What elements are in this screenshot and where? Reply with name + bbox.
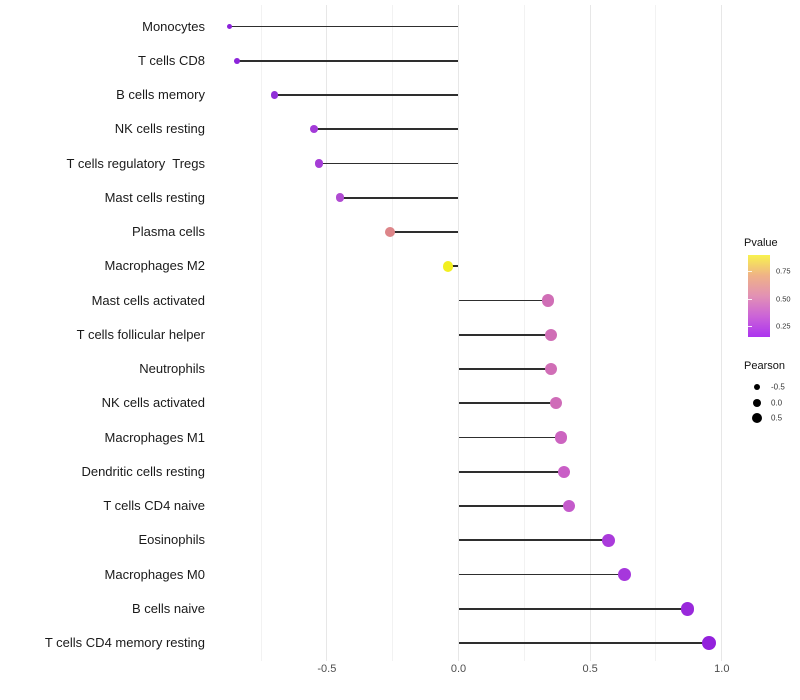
lollipop-dot — [385, 227, 395, 237]
pvalue-tick-mark — [748, 299, 752, 301]
pvalue-tick-mark — [748, 270, 752, 272]
lollipop-segment — [458, 402, 556, 405]
x-tick-label: 1.0 — [714, 663, 730, 675]
gridline-minor — [523, 5, 525, 661]
category-label: Mast cells resting — [104, 189, 205, 205]
pvalue-tick-label: 0.75 — [776, 266, 791, 276]
lollipop-segment — [458, 333, 551, 336]
category-label: Plasma cells — [132, 224, 205, 239]
lollipop-segment — [458, 368, 551, 370]
category-label: Monocytes — [142, 18, 205, 34]
lollipop-segment — [458, 505, 570, 507]
gridline-minor — [655, 5, 657, 661]
lollipop-dot — [544, 362, 557, 376]
pearson-legend-dot — [752, 413, 762, 423]
x-tick-label: 0.0 — [450, 663, 467, 675]
gridline-minor — [260, 5, 262, 661]
category-label: Eosinophils — [138, 532, 206, 548]
pvalue-tick-label: 0.25 — [776, 321, 791, 331]
gridline-major — [458, 5, 459, 661]
lollipop-dot — [701, 636, 716, 650]
category-label: Mast cells activated — [91, 292, 205, 308]
gridline-minor — [392, 5, 394, 661]
category-label: Macrophages M0 — [104, 566, 205, 582]
gridline-major — [589, 5, 591, 661]
lollipop-segment — [458, 573, 625, 576]
category-label: Macrophages M1 — [104, 429, 205, 445]
pvalue-legend-title: Pvalue — [744, 237, 778, 249]
lollipop-segment — [447, 265, 459, 268]
lollipop-dot — [314, 159, 324, 168]
lollipop-dot — [442, 260, 454, 272]
lollipop-segment — [340, 196, 459, 199]
lollipop-dot — [557, 465, 570, 478]
lollipop-segment — [318, 162, 459, 165]
lollipop-dot — [541, 294, 555, 307]
category-label: B cells memory — [116, 87, 205, 102]
x-tick-label: -0.5 — [317, 663, 337, 675]
category-label: Dendritic cells resting — [81, 463, 205, 479]
lollipop-segment — [313, 128, 459, 131]
category-label: Neutrophils — [139, 361, 205, 376]
lollipop-segment — [229, 25, 459, 28]
lollipop-segment — [390, 231, 459, 233]
lollipop-dot — [270, 91, 278, 99]
pvalue-tick-label: 0.50 — [776, 294, 791, 304]
gridline-major — [721, 5, 723, 661]
lollipop-dot — [544, 328, 557, 341]
pearson-legend-label: 0.0 — [771, 398, 783, 408]
lollipop-segment — [458, 436, 562, 439]
lollipop-segment — [274, 94, 459, 96]
x-tick-label: 0.5 — [582, 663, 598, 675]
lollipop-dot — [234, 57, 241, 64]
lollipop-dot — [617, 567, 631, 582]
lollipop-dot — [555, 431, 568, 444]
category-label: T cells CD8 — [138, 52, 205, 68]
lollipop-dot — [335, 193, 345, 203]
pearson-legend-dot — [753, 383, 761, 391]
pearson-legend-dot — [752, 398, 762, 408]
category-label: T cells CD4 naive — [103, 498, 205, 513]
lollipop-segment — [458, 607, 688, 610]
lollipop-segment — [458, 299, 549, 302]
lollipop-dot — [549, 397, 563, 410]
category-label: Macrophages M2 — [104, 258, 205, 274]
pvalue-tick-mark — [748, 326, 752, 327]
pearson-legend-label: -0.5 — [771, 382, 785, 392]
gridline-major — [326, 5, 328, 661]
lollipop-segment — [237, 59, 459, 62]
lollipop-dot — [602, 533, 616, 547]
lollipop-segment — [458, 539, 609, 542]
category-label: T cells follicular helper — [76, 326, 205, 342]
category-label: B cells naive — [132, 600, 205, 616]
category-label: NK cells activated — [101, 395, 205, 411]
lollipop-segment — [458, 470, 564, 473]
lollipop-dot — [226, 23, 233, 30]
category-label: NK cells resting — [114, 121, 205, 137]
category-label: T cells regulatory Tregs — [66, 155, 205, 171]
pvalue-gradient-bar — [748, 255, 770, 337]
category-label: T cells CD4 memory resting — [44, 635, 205, 650]
lollipop-dot — [680, 601, 695, 616]
lollipop-dot — [562, 499, 576, 513]
pearson-legend-label: 0.5 — [771, 413, 783, 423]
pearson-legend-title: Pearson — [744, 360, 785, 372]
lollipop-segment — [458, 642, 709, 644]
lollipop-dot — [309, 125, 318, 134]
